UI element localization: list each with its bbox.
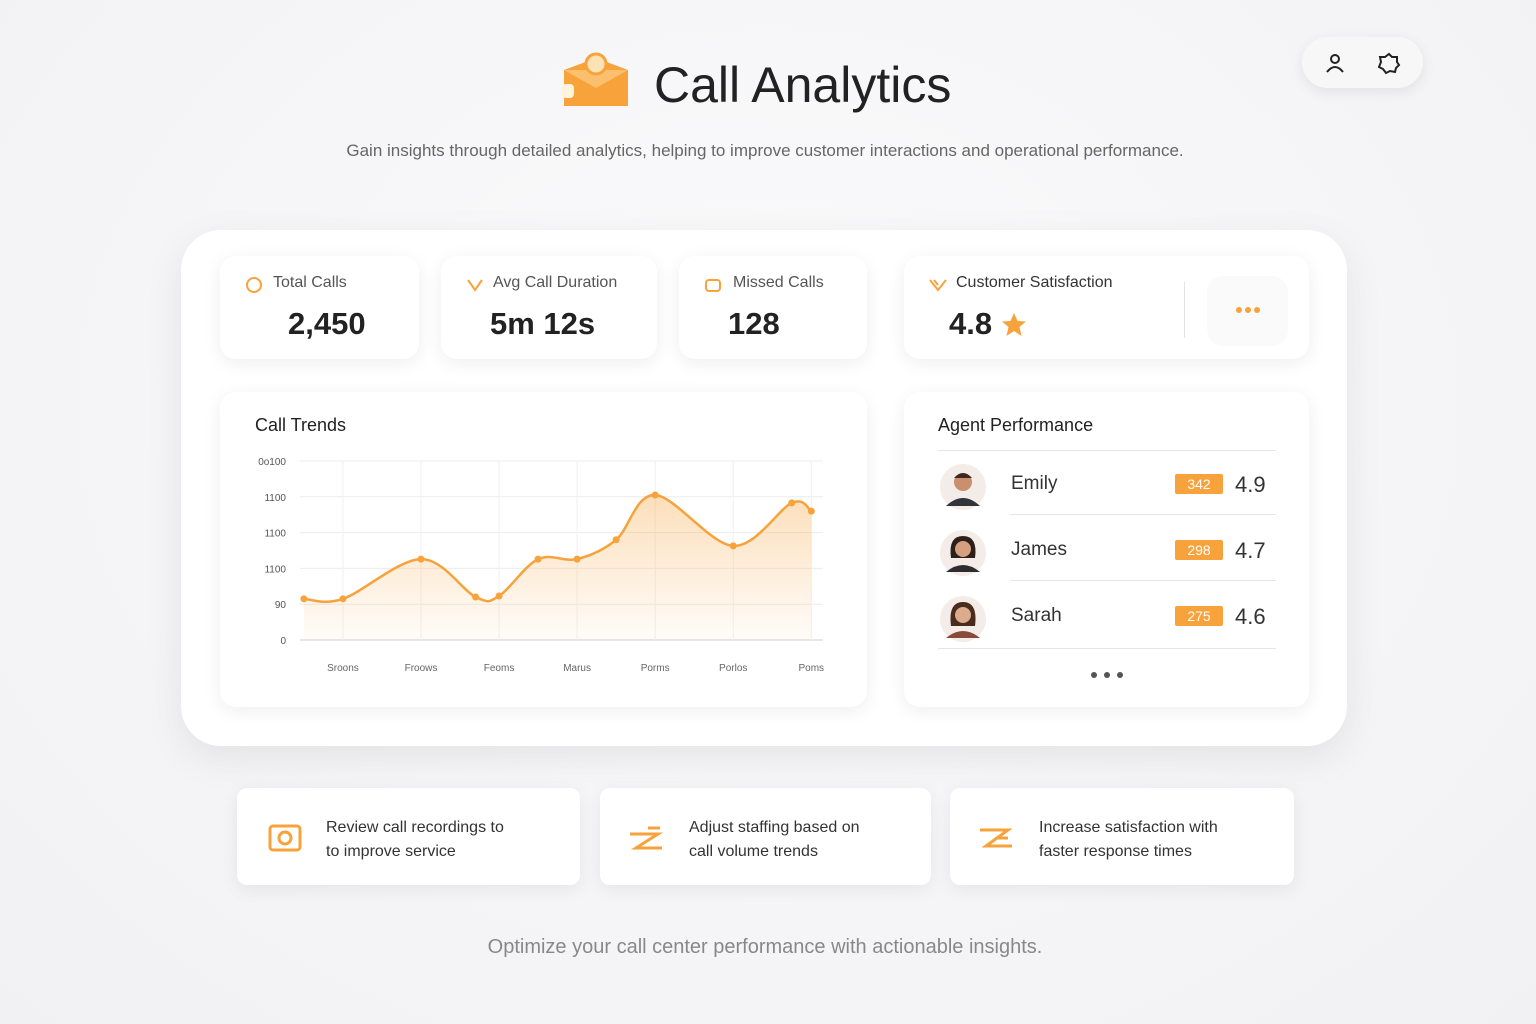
kpi-value: 5m 12s [490,306,596,341]
agent-name: James [1011,539,1067,560]
point [300,595,308,603]
y-tick-label: 0o100 [258,457,286,468]
tip-icon [980,828,1013,848]
footer: Optimize your call center performance wi… [487,936,1043,958]
point [495,592,503,600]
x-tick-label: Feoms [484,663,515,674]
more-button[interactable] [1207,276,1288,346]
tip-card: Review call recordings to to improve serv… [237,788,580,885]
point [729,542,737,550]
x-tick-label: Porlos [719,663,747,674]
tip-line: Increase satisfaction with [1039,819,1218,836]
tip-line: Adjust staffing based on [689,819,860,836]
kpi-value: 4.8 [949,306,993,341]
point [534,555,542,563]
tip-icon [268,824,302,852]
point [612,536,620,544]
tip-text: Adjust staffing based on call volume tren… [689,816,860,864]
avatar [940,464,986,510]
divider [1184,282,1185,338]
avatar [940,530,986,576]
agent-rating: 4.9 [1235,472,1266,497]
avatar [940,596,986,642]
point [339,595,347,603]
separator [938,450,1276,451]
chart: 0 90 1100 1100 1100 0o100 Sroons Froows Feoms Mar… [258,457,825,674]
y-tick-label: 1100 [264,564,286,575]
x-tick-label: Froows [405,663,438,674]
logo [562,52,628,106]
line [303,493,813,603]
user-button[interactable] [1324,52,1346,74]
tip-card: Increase satisfaction with faster respons… [950,788,1294,885]
call-badge: 298 [1175,540,1223,560]
chart-title: Call Trends [255,415,347,435]
y-tick-label: 1100 [264,493,286,504]
call-badge: 275 [1175,606,1223,626]
subtitle: Gain insights through detailed analytics… [346,141,1184,160]
kpi-icon [929,279,947,292]
agent-rating: 4.6 [1235,604,1266,629]
kpi-card: Customer Satisfaction 4.8 [904,256,1309,359]
agent-name: Sarah [1011,605,1062,626]
kpi-card: Avg Call Duration 5m 12s [441,256,657,359]
tip-text: Increase satisfaction with faster respons… [1039,816,1218,864]
point [807,507,815,515]
kpi-icon [246,277,262,293]
separator [938,648,1276,649]
point [788,499,796,507]
call-badge: 342 [1175,474,1223,494]
tip-line: to improve service [326,843,456,860]
separator [1010,514,1276,515]
kpi-icon [705,279,721,292]
kpi-value: 128 [728,306,780,341]
settings-button[interactable] [1377,51,1401,75]
toolbar [1302,37,1423,88]
kpi-icon [467,279,483,292]
y-tick-label: 90 [275,600,287,611]
x-tick-label: Porms [641,663,670,674]
tip-icon [630,826,664,850]
tip-line: faster response times [1039,843,1192,860]
agent-card: Agent Performance Emily 342 4.9 James 29… [904,392,1309,707]
point [651,491,659,499]
star-icon [1002,313,1026,336]
more-agents[interactable] [1090,671,1126,679]
kpi-label: Customer Satisfaction [956,274,1113,291]
kpi-card: Total Calls 2,450 [220,256,419,359]
point [472,593,480,601]
x-tick-label: Marus [563,663,591,674]
tip-line: Review call recordings to [326,819,504,836]
kpi-label: Avg Call Duration [493,274,618,291]
title: Call Analytics [654,57,952,113]
tip-text: Review call recordings to to improve serv… [326,816,504,864]
tip-line: call volume trends [689,843,818,860]
area [303,494,812,640]
agent-title: Agent Performance [938,415,1094,435]
chart-card: Call Trends 0 90 1100 1100 1100 0o100 Sroons Fr… [220,392,867,707]
x-tick-label: Sroons [327,663,359,674]
kpi-label: Total Calls [273,274,347,291]
separator [1010,580,1276,581]
kpi-label: Missed Calls [733,274,824,291]
y-tick-label: 1100 [264,529,286,540]
point [417,555,425,563]
kpi-card: Missed Calls 128 [679,256,867,359]
agent-name: Emily [1011,473,1058,494]
more-icon [1236,307,1260,313]
point [573,555,581,563]
tip-card: Adjust staffing based on call volume tren… [600,788,931,885]
y-tick-label: 0 [280,636,286,647]
x-tick-label: Poms [799,663,825,674]
kpi-value: 2,450 [288,306,366,341]
agent-rating: 4.7 [1235,538,1266,563]
